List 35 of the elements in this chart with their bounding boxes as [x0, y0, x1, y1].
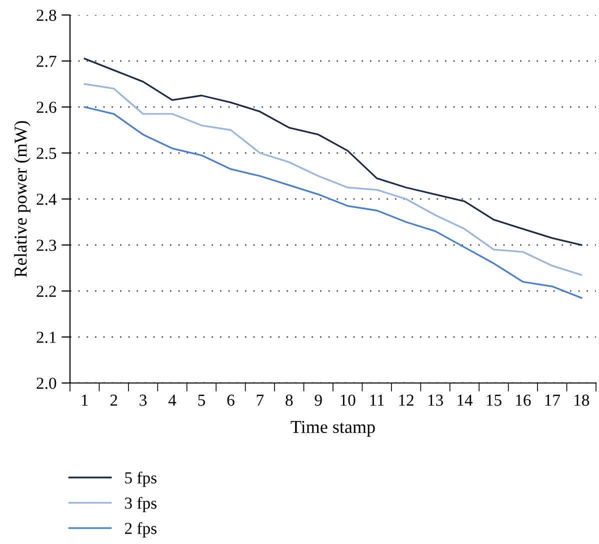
x-tick-label: 6: [227, 394, 234, 406]
x-tick-label: 11: [370, 394, 384, 406]
x-tick-label: 9: [314, 394, 322, 406]
x-tick-label: 8: [286, 394, 293, 406]
x-tick-label: 12: [399, 394, 414, 406]
legend-label: 2 fps: [124, 522, 156, 538]
legend-label: 3 fps: [125, 496, 156, 512]
x-tick-label: 3: [140, 394, 147, 406]
x-axis-title: Time stamp: [290, 420, 375, 437]
line-series: [84, 106, 582, 299]
y-tick-label: 2.1: [36, 332, 56, 344]
x-tick-label: 2: [110, 394, 118, 406]
x-tick-label: 7: [256, 394, 264, 406]
y-tick-label: 2.7: [36, 56, 56, 68]
x-tick-label: 17: [545, 394, 560, 406]
x-tick-label: 5: [198, 394, 206, 406]
y-axis-title: Relative power (mW): [14, 121, 30, 278]
x-tick-label: 4: [168, 394, 176, 406]
x-tick-label: 13: [428, 394, 443, 406]
y-tick-label: 2.5: [36, 148, 56, 160]
x-tick-label: 10: [340, 394, 356, 406]
x-tick-label: 18: [574, 394, 590, 406]
x-tick-label: 16: [516, 394, 531, 406]
y-tick-label: 2.8: [36, 10, 56, 22]
x-tick-label: 1: [82, 394, 88, 406]
y-tick-label: 2.4: [36, 194, 57, 206]
y-tick-label: 2.6: [36, 102, 56, 114]
y-tick-label: 2.0: [36, 378, 56, 390]
line-series: [84, 58, 582, 246]
legend-label: 5 fps: [125, 472, 156, 487]
y-tick-label: 2.2: [36, 286, 56, 298]
x-tick-label: 14: [458, 394, 473, 406]
line-series: [84, 83, 582, 276]
x-tick-label: 15: [486, 394, 502, 406]
y-tick-label: 2.3: [36, 240, 56, 252]
